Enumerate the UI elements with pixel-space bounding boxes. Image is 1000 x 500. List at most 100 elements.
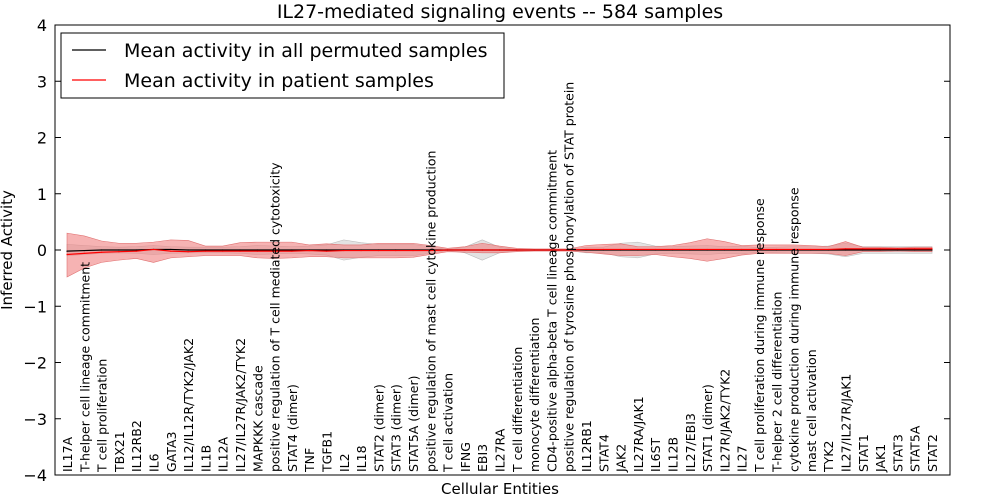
x-tick-label: IFNG (458, 442, 473, 472)
data-point (118, 251, 120, 253)
x-tick-label: T cell proliferation during immune respo… (752, 198, 767, 473)
x-tick-label: IL17A (60, 436, 75, 472)
x-tick-label: IL12B (666, 437, 681, 472)
x-tick-label: IL12RB1 (579, 420, 594, 472)
x-tick-label: STAT5A (908, 425, 923, 472)
x-tick-label: IL27 (735, 445, 750, 472)
x-tick-label: IL27RA/JAK1 (631, 396, 646, 472)
data-point (222, 250, 224, 252)
x-tick-label: TYK2 (821, 441, 836, 473)
x-axis-label: Cellular Entities (441, 480, 559, 498)
x-tick-label: positive regulation of tyrosine phosphor… (562, 82, 577, 472)
data-point (256, 249, 258, 251)
x-tick-label: IL18 (354, 445, 369, 472)
data-point (222, 249, 224, 251)
data-point (723, 248, 726, 251)
data-point (170, 250, 172, 252)
data-point (671, 248, 674, 251)
band-patient (66, 232, 933, 278)
data-point (101, 249, 103, 251)
y-tick-label: −4 (23, 466, 47, 485)
x-tick-label: T-helper cell lineage commitment (77, 262, 92, 473)
data-point (291, 250, 293, 252)
data-point (325, 249, 328, 251)
y-tick-label: −2 (23, 354, 47, 373)
data-point (568, 249, 570, 251)
x-tick-label: T-helper 2 cell differentiation (769, 292, 784, 473)
x-tick-label: IL12/IL12R/TYK2/JAK2 (181, 338, 196, 472)
x-tick-label: GATA3 (164, 432, 179, 472)
data-point (118, 249, 120, 251)
x-tick-label: CD4-positive alpha-beta T cell lineage c… (544, 150, 559, 472)
data-point (325, 250, 328, 252)
x-tick-label: STAT3 (dimer) (389, 384, 404, 472)
x-tick-label: IL6ST (648, 437, 663, 472)
x-tick-label: mast cell activation (804, 349, 819, 472)
data-point (758, 248, 760, 251)
data-point (256, 250, 258, 252)
x-tick-label: TNF (302, 448, 317, 473)
data-point (135, 250, 137, 252)
data-point (152, 248, 155, 251)
data-point (931, 248, 933, 250)
data-point (170, 248, 172, 251)
data-point (187, 251, 189, 253)
data-point (239, 250, 241, 252)
data-point (862, 249, 864, 251)
data-point (83, 249, 85, 252)
y-axis-label: Inferred Activity (0, 190, 16, 310)
data-point (914, 249, 916, 251)
data-point (274, 249, 276, 251)
data-point (135, 249, 137, 251)
data-point (620, 248, 622, 251)
data-point (204, 250, 206, 252)
y-tick-label: 2 (37, 129, 47, 148)
data-point (931, 249, 933, 251)
x-tick-label: monocyte differentiation (527, 318, 542, 472)
x-tick-label: IL6 (147, 453, 162, 472)
y-tick-label: 4 (37, 16, 47, 35)
x-tick-label: T cell differentiation (510, 347, 525, 473)
data-point (827, 248, 829, 251)
data-point (204, 249, 206, 251)
data-point (308, 249, 310, 252)
data-point (239, 249, 241, 251)
data-point (464, 249, 466, 251)
data-point (810, 248, 812, 251)
data-point (896, 249, 899, 251)
data-point (360, 249, 362, 252)
x-tick-label: STAT2 (dimer) (371, 384, 386, 472)
data-point (83, 252, 85, 254)
data-point (66, 253, 68, 256)
x-tick-label: IL27/IL27R/JAK2/TYK2 (233, 338, 248, 472)
data-point (706, 248, 708, 251)
data-point (793, 248, 795, 251)
x-tick-label: STAT1 (dimer) (700, 384, 715, 472)
x-tick-label: T cell activation (441, 373, 456, 473)
x-tick-label: IL27RA (493, 428, 508, 472)
data-point (498, 249, 501, 251)
legend-box (60, 32, 505, 99)
x-tick-label: IL27/IL27R/JAK1 (839, 374, 854, 472)
x-tick-label: TBX21 (112, 431, 127, 473)
data-point (879, 248, 881, 250)
data-point (412, 249, 414, 252)
data-point (914, 248, 916, 250)
x-tick-label: TGFB1 (320, 431, 335, 473)
x-tick-label: cytokine production during immune respon… (787, 187, 802, 472)
data-point (585, 248, 587, 251)
y-tick-label: 3 (37, 72, 47, 91)
data-point (844, 249, 847, 251)
data-point (654, 248, 656, 251)
data-point (101, 251, 103, 253)
y-tick-label: 0 (37, 241, 47, 260)
data-point (844, 248, 847, 250)
data-point (550, 249, 553, 251)
data-point (516, 249, 518, 251)
data-point (377, 249, 379, 252)
data-point (291, 249, 293, 251)
data-point (533, 249, 535, 251)
legend-label-permuted: Mean activity in all permuted samples (124, 40, 487, 62)
data-point (187, 249, 189, 251)
